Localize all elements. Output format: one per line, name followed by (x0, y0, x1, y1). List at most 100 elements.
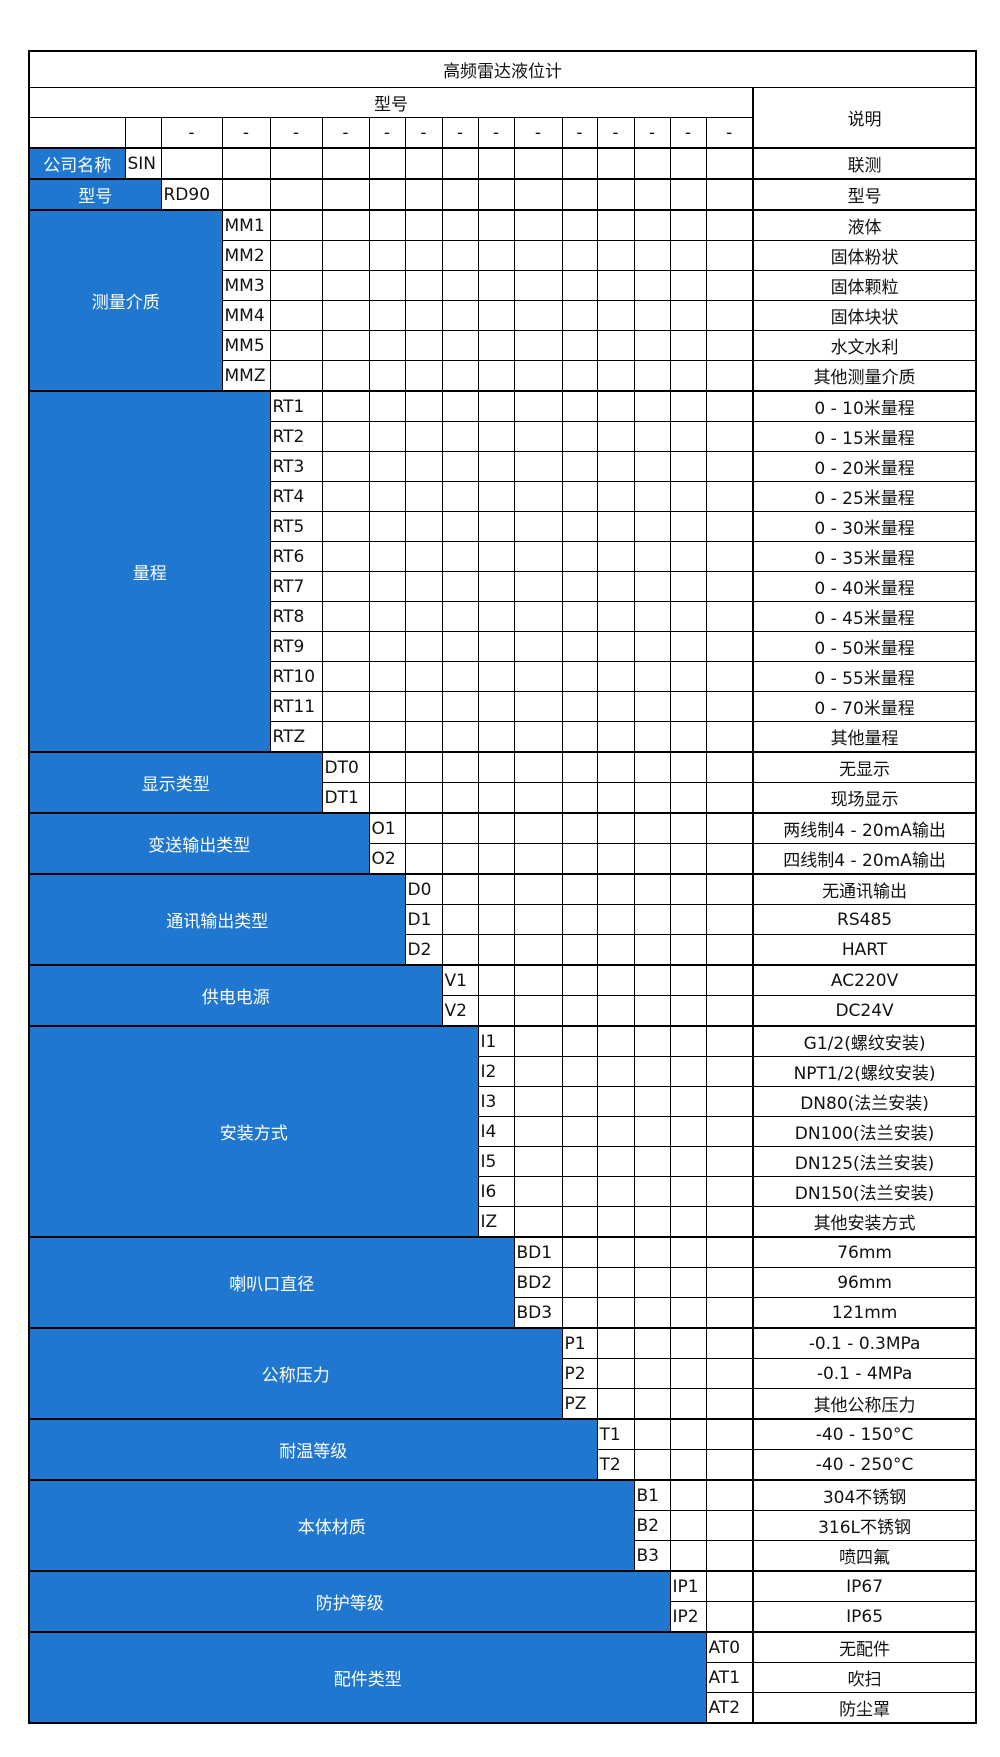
table-row: 量程 RT1 0 - 10米量程 (28, 390, 977, 753)
empty-cell (633, 360, 671, 392)
empty-cell (633, 421, 671, 452)
empty-cell (561, 1176, 598, 1207)
table-row: RT7 0 - 40米量程 (29, 571, 977, 602)
empty-cell (596, 964, 635, 996)
option-description: 0 - 40米量程 (751, 571, 977, 602)
option-code: I5 (477, 1146, 515, 1177)
empty-cell (669, 631, 707, 662)
empty-cell (705, 240, 754, 271)
empty-cell (368, 300, 406, 331)
empty-cell (669, 1540, 707, 1572)
empty-cell (669, 421, 707, 452)
empty-cell (669, 1056, 707, 1087)
empty-cell (321, 691, 370, 722)
empty-cell (561, 964, 598, 996)
empty-cell (404, 751, 443, 783)
empty-cell (561, 209, 598, 241)
empty-cell (368, 721, 406, 753)
empty-cell (669, 240, 707, 271)
empty-cell (513, 934, 563, 966)
empty-cell (596, 1236, 635, 1268)
empty-cell (513, 812, 563, 844)
empty-cell (368, 541, 406, 572)
empty-cell (633, 904, 671, 935)
empty-cell (561, 178, 598, 211)
empty-cell (561, 300, 598, 331)
group-label: 公司名称 (28, 147, 126, 180)
empty-cell (513, 240, 563, 271)
empty-cell (633, 1297, 671, 1329)
empty-cell (633, 209, 671, 241)
empty-cell (368, 421, 406, 452)
empty-cell (596, 1116, 635, 1147)
option-description: 其他测量介质 (751, 360, 977, 392)
separator-cell: - (221, 117, 271, 149)
empty-cell (561, 481, 598, 512)
empty-cell (705, 843, 754, 875)
empty-cell (633, 1086, 671, 1117)
empty-cell (321, 240, 370, 271)
table-row: RT9 0 - 50米量程 (29, 631, 977, 662)
empty-cell (596, 240, 635, 271)
option-description: 无配件 (751, 1631, 977, 1663)
option-code: I6 (477, 1176, 515, 1207)
group-label: 显示类型 (28, 751, 323, 814)
empty-cell (513, 451, 563, 482)
empty-cell (513, 751, 563, 783)
empty-cell (404, 541, 443, 572)
empty-cell (513, 1025, 563, 1057)
empty-cell (477, 209, 515, 241)
option-code: DT1 (321, 782, 370, 814)
empty-cell (477, 511, 515, 542)
empty-cell (513, 360, 563, 392)
option-description: 喷四氟 (751, 1540, 977, 1572)
empty-cell (368, 511, 406, 542)
option-description: 0 - 45米量程 (751, 601, 977, 632)
option-description: 其他安装方式 (751, 1206, 977, 1238)
empty-cell (368, 751, 406, 783)
option-code: BD3 (513, 1297, 563, 1329)
empty-cell (561, 1267, 598, 1298)
table-row: 喇叭口直径 BD1 76mm (28, 1236, 977, 1329)
table-row: AT1 吹扫 (29, 1662, 977, 1693)
group-label: 耐温等级 (28, 1418, 598, 1481)
empty-cell (561, 360, 598, 392)
empty-cell (561, 1025, 598, 1057)
empty-cell (669, 751, 707, 783)
empty-cell (441, 843, 479, 875)
group-label: 供电电源 (28, 964, 443, 1027)
separator-cell: - (477, 117, 515, 149)
option-description: 无通讯输出 (751, 873, 977, 905)
table-row: PZ 其他公称压力 (29, 1388, 977, 1420)
empty-cell (404, 451, 443, 482)
model-header: 型号 (28, 87, 754, 118)
empty-cell (477, 178, 515, 211)
empty-cell (669, 934, 707, 966)
empty-cell (669, 1116, 707, 1147)
table-row: MM5 水文水利 (29, 330, 977, 361)
empty-cell (477, 964, 515, 996)
empty-cell (321, 270, 370, 301)
empty-cell (705, 1086, 754, 1117)
option-description: 0 - 25米量程 (751, 481, 977, 512)
separator-cell: - (561, 117, 598, 149)
empty-cell (705, 1601, 754, 1633)
empty-cell (596, 1086, 635, 1117)
empty-cell (321, 178, 370, 211)
empty-cell (404, 270, 443, 301)
empty-cell (669, 360, 707, 392)
option-code: I1 (477, 1025, 515, 1057)
empty-cell (441, 812, 479, 844)
group-label: 通讯输出类型 (28, 873, 406, 966)
empty-cell (477, 481, 515, 512)
empty-cell (513, 995, 563, 1027)
empty-cell (669, 1358, 707, 1389)
empty-cell (669, 300, 707, 331)
empty-cell (221, 147, 271, 180)
separator-cell: - (705, 117, 754, 149)
empty-cell (404, 843, 443, 875)
empty-cell (368, 270, 406, 301)
option-code: RT8 (269, 601, 323, 632)
empty-cell (705, 1479, 754, 1511)
table-row: 防护等级 IP1 IP67 (28, 1570, 977, 1633)
